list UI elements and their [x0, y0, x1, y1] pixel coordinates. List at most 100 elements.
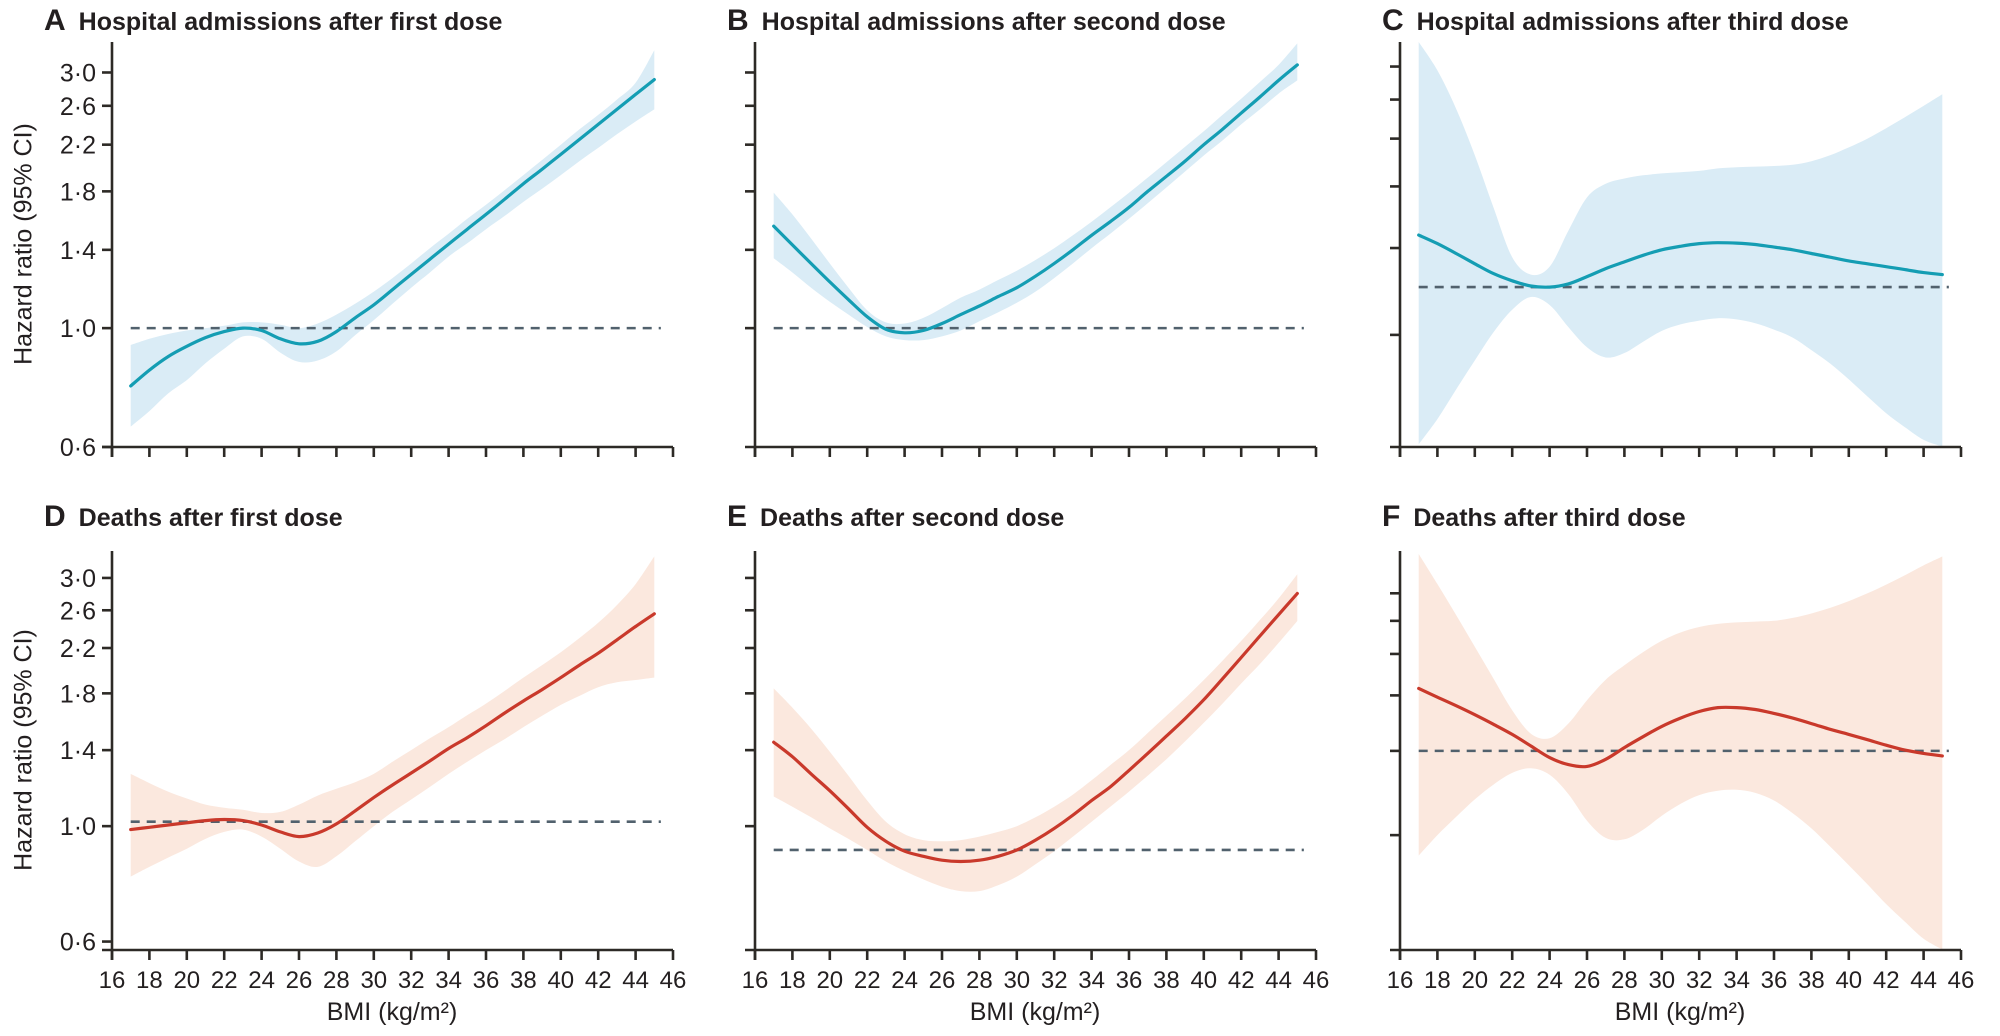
panel-title-text: Hospital admissions after second dose — [761, 8, 1226, 36]
panel-title-text: Hospital admissions after third dose — [1416, 8, 1849, 36]
x-tick-label: 44 — [1910, 967, 1937, 994]
panel-a: 3·0 2·6 2·2 1·8 1·4 1·0 0·6 — [60, 42, 675, 462]
y-tick-label: 0·6 — [60, 929, 96, 957]
ci-band — [773, 574, 1298, 892]
y-ticks: 3·0 2·6 2·2 1·8 1·4 1·0 0·6 — [60, 59, 112, 462]
x-tick-label: 18 — [136, 967, 163, 994]
x-tick-label: 44 — [1265, 967, 1292, 994]
x-tick-label: 16 — [99, 967, 126, 994]
x-tick-label: 20 — [1461, 967, 1488, 994]
panel-title-text: Deaths after third dose — [1413, 504, 1686, 532]
x-tick-label: 36 — [1116, 967, 1143, 994]
panel-title-text: Deaths after second dose — [760, 504, 1065, 532]
x-tick-label: 32 — [398, 967, 425, 994]
x-tick-label: 36 — [1761, 967, 1788, 994]
x-tick-label: 42 — [585, 967, 612, 994]
x-tick-label: 32 — [1041, 967, 1068, 994]
y-ticks — [1390, 65, 1400, 337]
hr-curve — [1417, 233, 1944, 289]
x-tick-label: 20 — [173, 967, 200, 994]
x-tick-label: 16 — [1387, 967, 1414, 994]
panel-letter: B — [727, 4, 749, 37]
x-tick-label: 36 — [473, 967, 500, 994]
x-tick-label: 22 — [1499, 967, 1526, 994]
hr-curve — [129, 78, 656, 388]
x-tick-label: 30 — [1003, 967, 1030, 994]
x-tick-label: 38 — [1153, 967, 1180, 994]
ci-band — [130, 50, 655, 427]
hr-curve — [772, 591, 1299, 864]
hr-curve — [129, 612, 656, 839]
x-tick-label: 30 — [360, 967, 387, 994]
x-tick-label: 28 — [966, 967, 993, 994]
x-tick-label: 46 — [1948, 967, 1975, 994]
x-tick-label: 46 — [660, 967, 687, 994]
y-tick-label: 2·2 — [60, 132, 96, 160]
x-ticks — [110, 447, 675, 457]
x-tick-label: 18 — [1424, 967, 1451, 994]
y-tick-label: 3·0 — [60, 565, 96, 593]
ci-band — [1418, 42, 1943, 447]
panel-title-e: E Deaths after second dose — [727, 500, 1064, 533]
x-tick-label: 38 — [510, 967, 537, 994]
panel-title-text: Deaths after first dose — [78, 504, 343, 532]
y-tick-label: 1·4 — [60, 237, 96, 265]
panel-e: 16 18 20 22 24 26 28 30 32 34 36 38 40 42 44 46 — [742, 551, 1330, 994]
x-tick-label: 46 — [1303, 967, 1330, 994]
panel-b — [745, 42, 1318, 457]
x-tick-label: 26 — [929, 967, 956, 994]
x-tick-label: 26 — [286, 967, 313, 994]
y-ticks — [745, 71, 755, 330]
x-tick-label: 26 — [1574, 967, 1601, 994]
panel-title-b: B Hospital admissions after second dose — [727, 4, 1226, 37]
x-tick-label: 24 — [1536, 967, 1563, 994]
x-tick-label: 20 — [816, 967, 843, 994]
y-tick-label: 0·6 — [60, 434, 96, 462]
y-axis-title-row1: Hazard ratio (95% CI) — [9, 123, 38, 365]
y-tick-label: 2·6 — [60, 597, 96, 625]
panel-title-text: Hospital admissions after first dose — [78, 8, 503, 36]
panel-title-d: D Deaths after first dose — [44, 500, 343, 533]
x-tick-label: 42 — [1228, 967, 1255, 994]
x-tick-label: 32 — [1686, 967, 1713, 994]
y-tick-label: 3·0 — [60, 59, 96, 87]
y-tick-label: 1·0 — [60, 813, 96, 841]
x-tick-label: 30 — [1648, 967, 1675, 994]
x-tick-label: 18 — [779, 967, 806, 994]
ci-band — [773, 43, 1298, 341]
y-ticks: 3·0 2·6 2·2 1·8 1·4 1·0 0·6 — [60, 565, 112, 957]
panel-letter: D — [44, 500, 66, 533]
x-tick-label: 40 — [1190, 967, 1217, 994]
x-tick-label: 24 — [891, 967, 918, 994]
x-tick-label: 22 — [854, 967, 881, 994]
x-ticks — [1398, 447, 1963, 457]
y-tick-label: 1·8 — [60, 178, 96, 206]
y-tick-label: 2·6 — [60, 93, 96, 121]
panel-title-f: F Deaths after third dose — [1382, 500, 1686, 533]
x-axis-title-col1: BMI (kg/m²) — [326, 998, 458, 1026]
hr-curve — [772, 63, 1299, 335]
x-tick-label: 34 — [1078, 967, 1105, 994]
panel-title-c: C Hospital admissions after third dose — [1382, 4, 1849, 37]
y-tick-label: 2·2 — [60, 635, 96, 663]
x-axis-title-col2: BMI (kg/m²) — [969, 998, 1101, 1026]
y-tick-label: 1·0 — [60, 315, 96, 343]
panel-title-a: A Hospital admissions after first dose — [44, 4, 502, 37]
panel-letter: C — [1382, 4, 1404, 37]
x-tick-label: 40 — [547, 967, 574, 994]
y-axis-title-row2: Hazard ratio (95% CI) — [9, 629, 38, 871]
panel-letter: F — [1382, 500, 1401, 533]
x-tick-label: 38 — [1798, 967, 1825, 994]
x-tick-label: 34 — [435, 967, 462, 994]
y-tick-label: 1·4 — [60, 737, 96, 765]
x-ticks: 16 18 20 22 24 26 28 30 32 34 36 38 40 42 44 46 — [742, 950, 1330, 994]
x-tick-label: 28 — [1611, 967, 1638, 994]
x-axis-title-col3: BMI (kg/m²) — [1614, 998, 1746, 1026]
hr-curve — [1417, 686, 1944, 769]
x-tick-label: 34 — [1723, 967, 1750, 994]
panel-d: 3·0 2·6 2·2 1·8 1·4 1·0 0·616 18 20 22 24 26 28 30 32 3… — [60, 551, 686, 994]
x-tick-label: 42 — [1873, 967, 1900, 994]
x-ticks: 16 18 20 22 24 26 28 30 32 34 36 38 40 42 44 46 — [99, 950, 687, 994]
